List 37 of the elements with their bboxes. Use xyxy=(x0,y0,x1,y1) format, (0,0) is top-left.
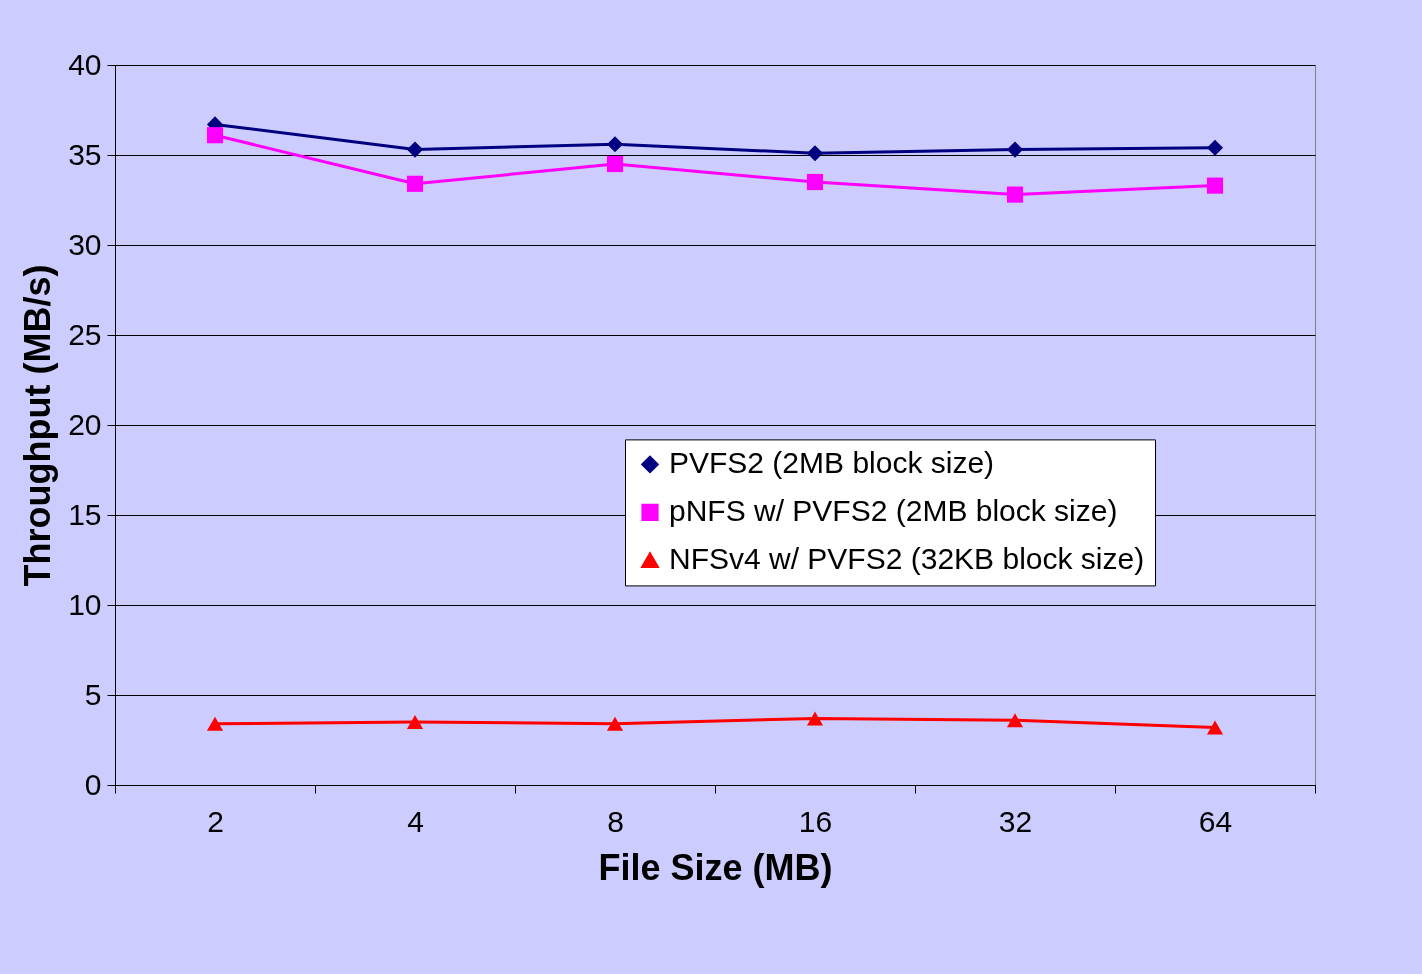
y-tick-label: 5 xyxy=(84,677,102,711)
point xyxy=(806,711,824,726)
x-tick-label: 32 xyxy=(998,804,1033,838)
y-tick-label: 40 xyxy=(68,47,102,81)
x-tick-label: 64 xyxy=(1198,804,1233,838)
legend-label: NFSv4 w/ PVFS2 (32KB block size) xyxy=(669,542,1145,576)
x-tick-label: 8 xyxy=(607,804,624,838)
point xyxy=(406,141,424,158)
point xyxy=(606,155,624,173)
point xyxy=(1206,177,1224,194)
point xyxy=(606,716,624,731)
point xyxy=(1006,186,1024,203)
y-tick-label: 30 xyxy=(68,227,102,261)
point xyxy=(606,136,624,153)
point xyxy=(1006,141,1024,158)
y-tick-label: 20 xyxy=(68,407,102,441)
x-axis-title: File Size (MB) xyxy=(598,846,833,888)
point xyxy=(806,145,824,162)
y-tick-label: 15 xyxy=(68,497,102,531)
legend-label: PVFS2 (2MB block size) xyxy=(669,446,995,480)
y-tick-label: 35 xyxy=(68,137,102,171)
point xyxy=(1206,139,1224,156)
point xyxy=(1206,720,1224,735)
point xyxy=(206,127,224,144)
point xyxy=(1006,713,1024,728)
x-tick-label: 2 xyxy=(207,804,224,838)
y-tick-label: 0 xyxy=(84,767,102,801)
x-tick-label: 16 xyxy=(798,804,833,838)
y-tick-label: 10 xyxy=(68,587,102,621)
x-tick-label: 4 xyxy=(407,804,424,838)
y-axis-title: Throughput (MB/s) xyxy=(17,264,59,587)
point xyxy=(406,715,424,729)
point xyxy=(406,175,424,192)
point xyxy=(206,716,224,731)
point xyxy=(806,173,824,191)
y-tick-label: 25 xyxy=(68,317,102,351)
legend-label: pNFS w/ PVFS2 (2MB block size) xyxy=(669,494,1118,528)
